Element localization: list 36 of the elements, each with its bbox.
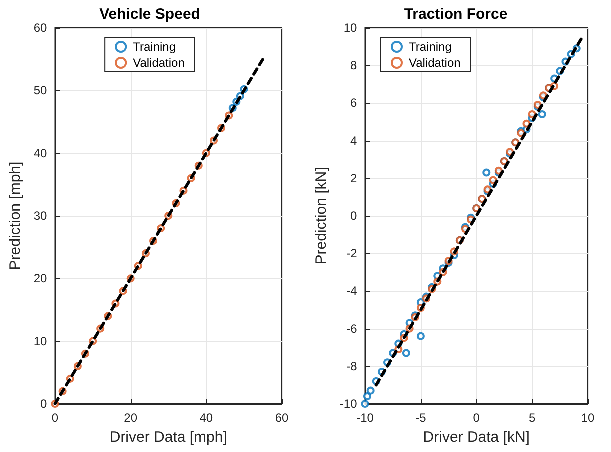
x-tick-label: 40	[200, 411, 214, 425]
y-tick-label: 6	[350, 96, 358, 110]
x-tick-label: 10	[581, 411, 595, 425]
y-tick-label: 2	[350, 171, 358, 186]
y-tick-label: -2	[346, 246, 358, 261]
y-tick-label: 40	[34, 146, 48, 160]
x-tick-label: 5	[528, 411, 536, 425]
legend-label: Training	[409, 40, 452, 54]
legend-label: Validation	[409, 56, 461, 70]
y-tick-label: 10	[344, 21, 358, 35]
x-tick-label: 0	[52, 411, 59, 425]
y-axis-title: Prediction [kN]	[313, 167, 330, 265]
y-tick-label: 60	[34, 21, 48, 35]
y-axis-title: Prediction [mph]	[7, 162, 24, 270]
x-axis-title: Driver Data [mph]	[110, 429, 228, 446]
x-tick-label: 20	[124, 411, 138, 425]
y-tick-label: 30	[34, 209, 48, 223]
y-tick-label: 0	[350, 209, 358, 223]
y-tick-label: 20	[34, 272, 48, 286]
y-tick-label: -6	[346, 322, 358, 336]
y-tick-label: 50	[34, 84, 48, 98]
legend-label: Training	[133, 40, 176, 54]
y-tick-label: -8	[346, 359, 358, 374]
chart-title: Traction Force	[404, 6, 508, 23]
y-tick-label: -10	[340, 397, 358, 411]
y-tick-label: 10	[34, 334, 48, 348]
x-tick-label: 0	[473, 411, 480, 425]
x-axis-title: Driver Data [kN]	[423, 429, 530, 446]
chart-title: Vehicle Speed	[100, 6, 200, 23]
legend-label: Validation	[133, 56, 185, 70]
y-tick-label: -4	[346, 284, 358, 298]
y-tick-label: 0	[40, 397, 48, 411]
x-tick-label: 60	[275, 411, 289, 425]
y-tick-label: 4	[350, 134, 358, 148]
y-tick-label: 8	[350, 58, 358, 73]
x-tick-label: -5	[416, 411, 427, 425]
